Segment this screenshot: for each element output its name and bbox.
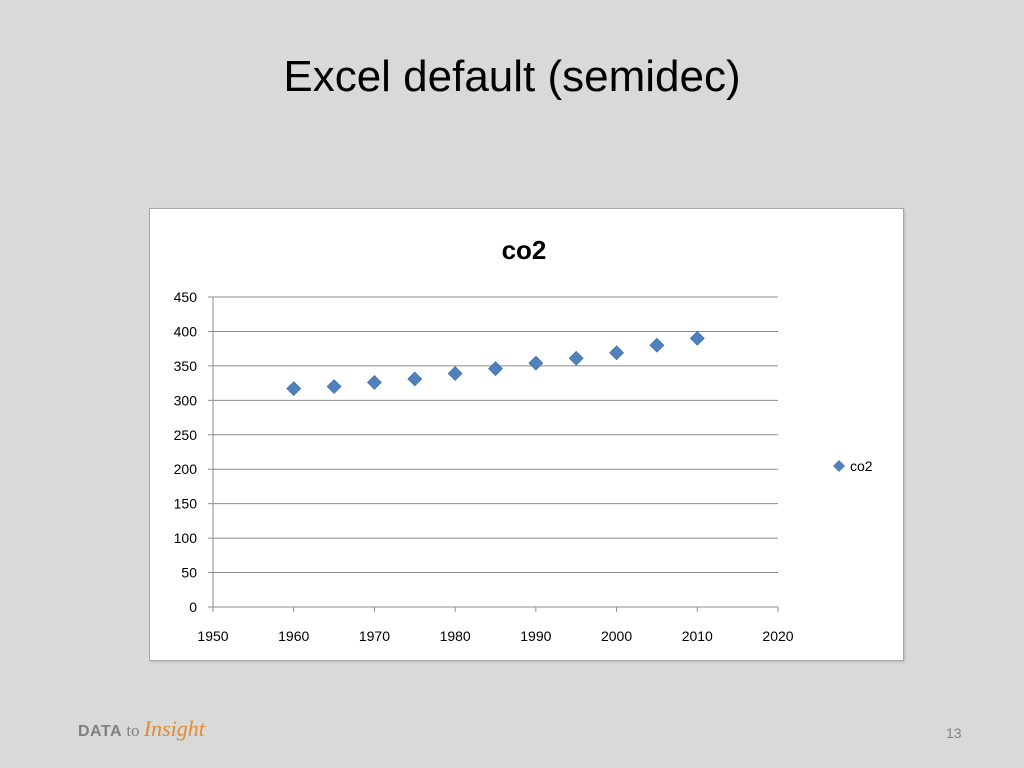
data-point (609, 345, 624, 361)
x-tick-label: 1980 (440, 628, 471, 644)
y-tick-label: 0 (189, 599, 197, 615)
x-tick-label: 1970 (359, 628, 390, 644)
y-tick-label: 100 (174, 530, 198, 546)
data-point (689, 330, 705, 346)
data-point (407, 371, 423, 387)
data-point (568, 350, 584, 366)
data-point (286, 381, 302, 397)
x-tick-label: 2000 (601, 628, 632, 644)
data-points (286, 330, 705, 397)
y-tick-labels: 0 50 100 150 200 250 300 350 400 450 (174, 289, 198, 615)
x-tick-label: 2020 (762, 628, 793, 644)
y-tick-label: 200 (174, 461, 198, 477)
data-point (649, 337, 665, 353)
y-tick-label: 450 (174, 289, 198, 305)
chart-svg: co2 0 50 100 150 200 250 300 350 400 450 1950 1960… (174, 235, 873, 644)
gridlines (213, 296, 778, 574)
x-tick-label: 1960 (278, 628, 309, 644)
chart-title: co2 (502, 235, 547, 265)
x-tick-labels: 1950 1960 1970 1980 1990 2000 2010 2020 (197, 628, 793, 644)
brand-to: to (126, 721, 140, 740)
data-point (488, 361, 503, 377)
brand-insight: Insight (143, 716, 205, 741)
y-tick-label: 250 (174, 427, 198, 443)
chart-container: co2 0 50 100 150 200 250 300 350 400 450 1950 1960… (149, 208, 904, 661)
page-number: 13 (946, 725, 962, 741)
y-tick-label: 50 (181, 565, 197, 581)
y-tick-label: 150 (174, 496, 198, 512)
x-tick-label: 1990 (520, 628, 551, 644)
data-point (326, 379, 342, 394)
data-point (447, 366, 463, 381)
y-tick-label: 350 (174, 358, 198, 374)
slide-title: Excel default (semidec) (283, 52, 741, 101)
legend: co2 (833, 458, 873, 474)
y-tick-label: 300 (174, 392, 198, 408)
legend-label: co2 (850, 458, 873, 474)
brand-logo: DATA to Insight (78, 716, 205, 742)
brand-data: DATA (78, 723, 123, 740)
y-tick-label: 400 (174, 323, 198, 339)
axes (208, 296, 779, 612)
data-point (528, 355, 544, 371)
x-tick-label: 1950 (197, 628, 228, 644)
legend-marker-icon (833, 460, 845, 472)
data-point (367, 374, 382, 390)
x-tick-label: 2010 (682, 628, 713, 644)
